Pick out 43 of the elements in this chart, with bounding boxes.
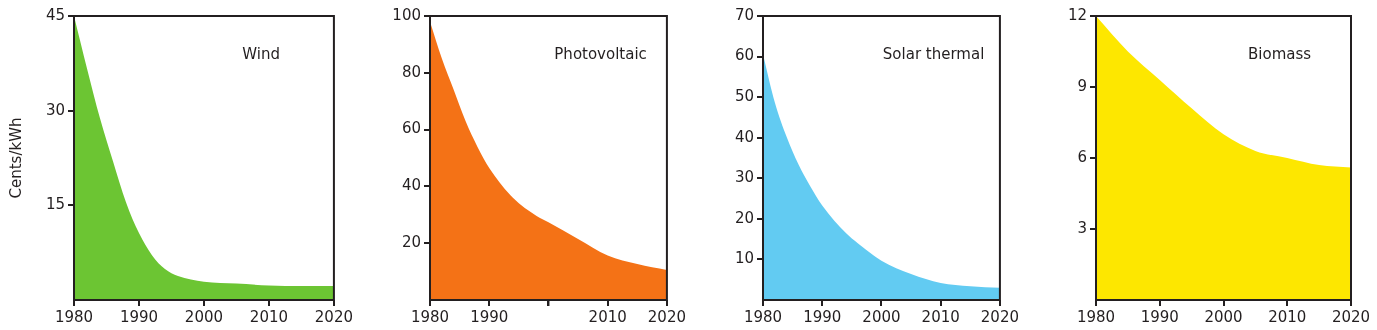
y-tick-label: 30 [45, 100, 65, 119]
text: Photovoltaic [554, 44, 647, 63]
x-tick-label: 1990 [803, 307, 842, 326]
x-tick-label: 2020 [647, 307, 687, 326]
x-tick-label: 1980 [54, 307, 94, 326]
x-tick-label: 2020 [1331, 307, 1371, 326]
y-tick-label: 40 [734, 127, 754, 146]
y-tick-label: 10 [734, 249, 754, 268]
x-tick-label: 1980 [743, 307, 783, 326]
x-tick-label: 1990 [470, 307, 509, 326]
y-tick-label: 9 [1077, 76, 1087, 95]
y-tick-label: 45 [45, 5, 65, 24]
x-tick-label: 1980 [1076, 307, 1116, 326]
y-tick-label: 15 [45, 195, 65, 214]
y-tick-label: 60 [734, 46, 754, 65]
x-tick-label: 1990 [1140, 307, 1179, 326]
x-tick-label: 2020 [314, 307, 354, 326]
y-tick-label: 60 [401, 119, 421, 138]
y-tick-label: 70 [734, 5, 754, 24]
y-tick-label: 40 [401, 176, 421, 195]
x-tick-label: 2000 [184, 307, 224, 326]
x-tick-label: 1980 [410, 307, 450, 326]
x-tick-label: 2010 [1268, 307, 1307, 326]
x-tick-label: 2010 [588, 307, 627, 326]
y-tick-label: 100 [392, 5, 421, 24]
y-tick-label: 50 [734, 87, 754, 106]
y-tick-label: 20 [734, 208, 754, 227]
y-tick-label: 20 [401, 233, 421, 252]
y-tick-label: 30 [734, 168, 754, 187]
x-tick-label: 2000 [862, 307, 901, 326]
x-tick-label: 1990 [119, 307, 159, 326]
x-tick-label: 2010 [921, 307, 960, 326]
text: Solar thermal [882, 44, 985, 63]
text: Wind [242, 44, 280, 63]
x-tick-label: 2010 [249, 307, 289, 326]
x-tick-label: 2000 [1204, 307, 1243, 326]
y-tick-label: 6 [1077, 147, 1087, 166]
y-tick-label: 80 [401, 62, 421, 81]
y-tick-label: 12 [1067, 5, 1087, 24]
text: Biomass [1248, 44, 1312, 63]
x-tick-label: 2020 [980, 307, 1020, 326]
y-axis-title: Cents/kWh [6, 117, 25, 199]
y-tick-label: 3 [1077, 218, 1087, 237]
